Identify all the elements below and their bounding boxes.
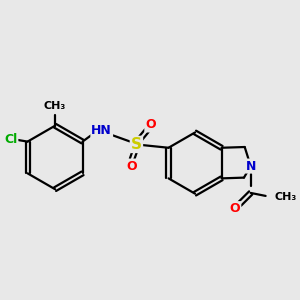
Text: O: O	[230, 202, 240, 215]
Text: Cl: Cl	[4, 133, 17, 146]
Text: O: O	[127, 160, 137, 172]
Text: N: N	[245, 160, 256, 172]
Text: CH₃: CH₃	[274, 192, 296, 202]
Text: O: O	[145, 118, 156, 131]
Text: S: S	[131, 137, 142, 152]
Text: HN: HN	[91, 124, 112, 137]
Text: CH₃: CH₃	[44, 101, 66, 111]
